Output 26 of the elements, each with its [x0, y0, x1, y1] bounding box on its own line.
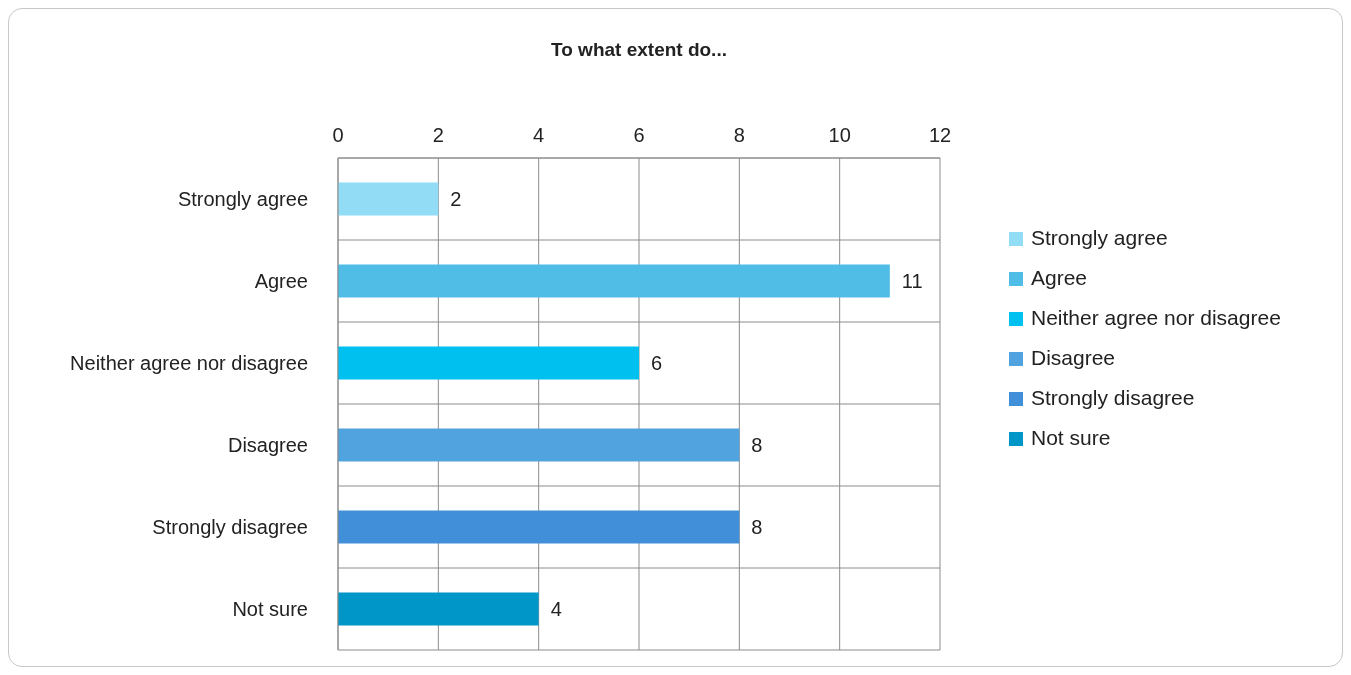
data-label: 6: [651, 352, 663, 375]
x-tick-label: 8: [733, 124, 745, 146]
legend-label: Disagree: [1031, 345, 1116, 369]
y-tick-label: Not sure: [232, 598, 308, 621]
legend-label: Neither agree nor disagree: [1031, 305, 1281, 329]
y-tick-label: Disagree: [227, 434, 308, 457]
x-tick-label: 6: [633, 124, 645, 146]
x-tick-label: 10: [828, 124, 851, 146]
data-label: 11: [901, 270, 923, 293]
x-tick-label: 12: [928, 124, 952, 146]
y-tick-label: Agree: [254, 270, 308, 293]
chart-title: To what extent do...: [550, 39, 728, 61]
data-label: 2: [450, 188, 462, 211]
x-tick-label: 2: [432, 124, 444, 146]
y-tick-label: Neither agree nor disagree: [70, 352, 308, 375]
x-tick-label: 0: [332, 124, 344, 146]
data-label: 8: [751, 434, 763, 457]
x-tick-label: 4: [533, 124, 545, 146]
data-label: 4: [550, 598, 562, 621]
legend-label: Not sure: [1031, 425, 1111, 449]
legend-label: Agree: [1031, 265, 1088, 289]
y-tick-label: Strongly agree: [177, 188, 308, 211]
data-label: 8: [751, 516, 763, 539]
legend-label: Strongly disagree: [1031, 385, 1195, 409]
legend-label: Strongly agree: [1031, 225, 1168, 249]
y-tick-label: Strongly disagree: [152, 516, 308, 539]
